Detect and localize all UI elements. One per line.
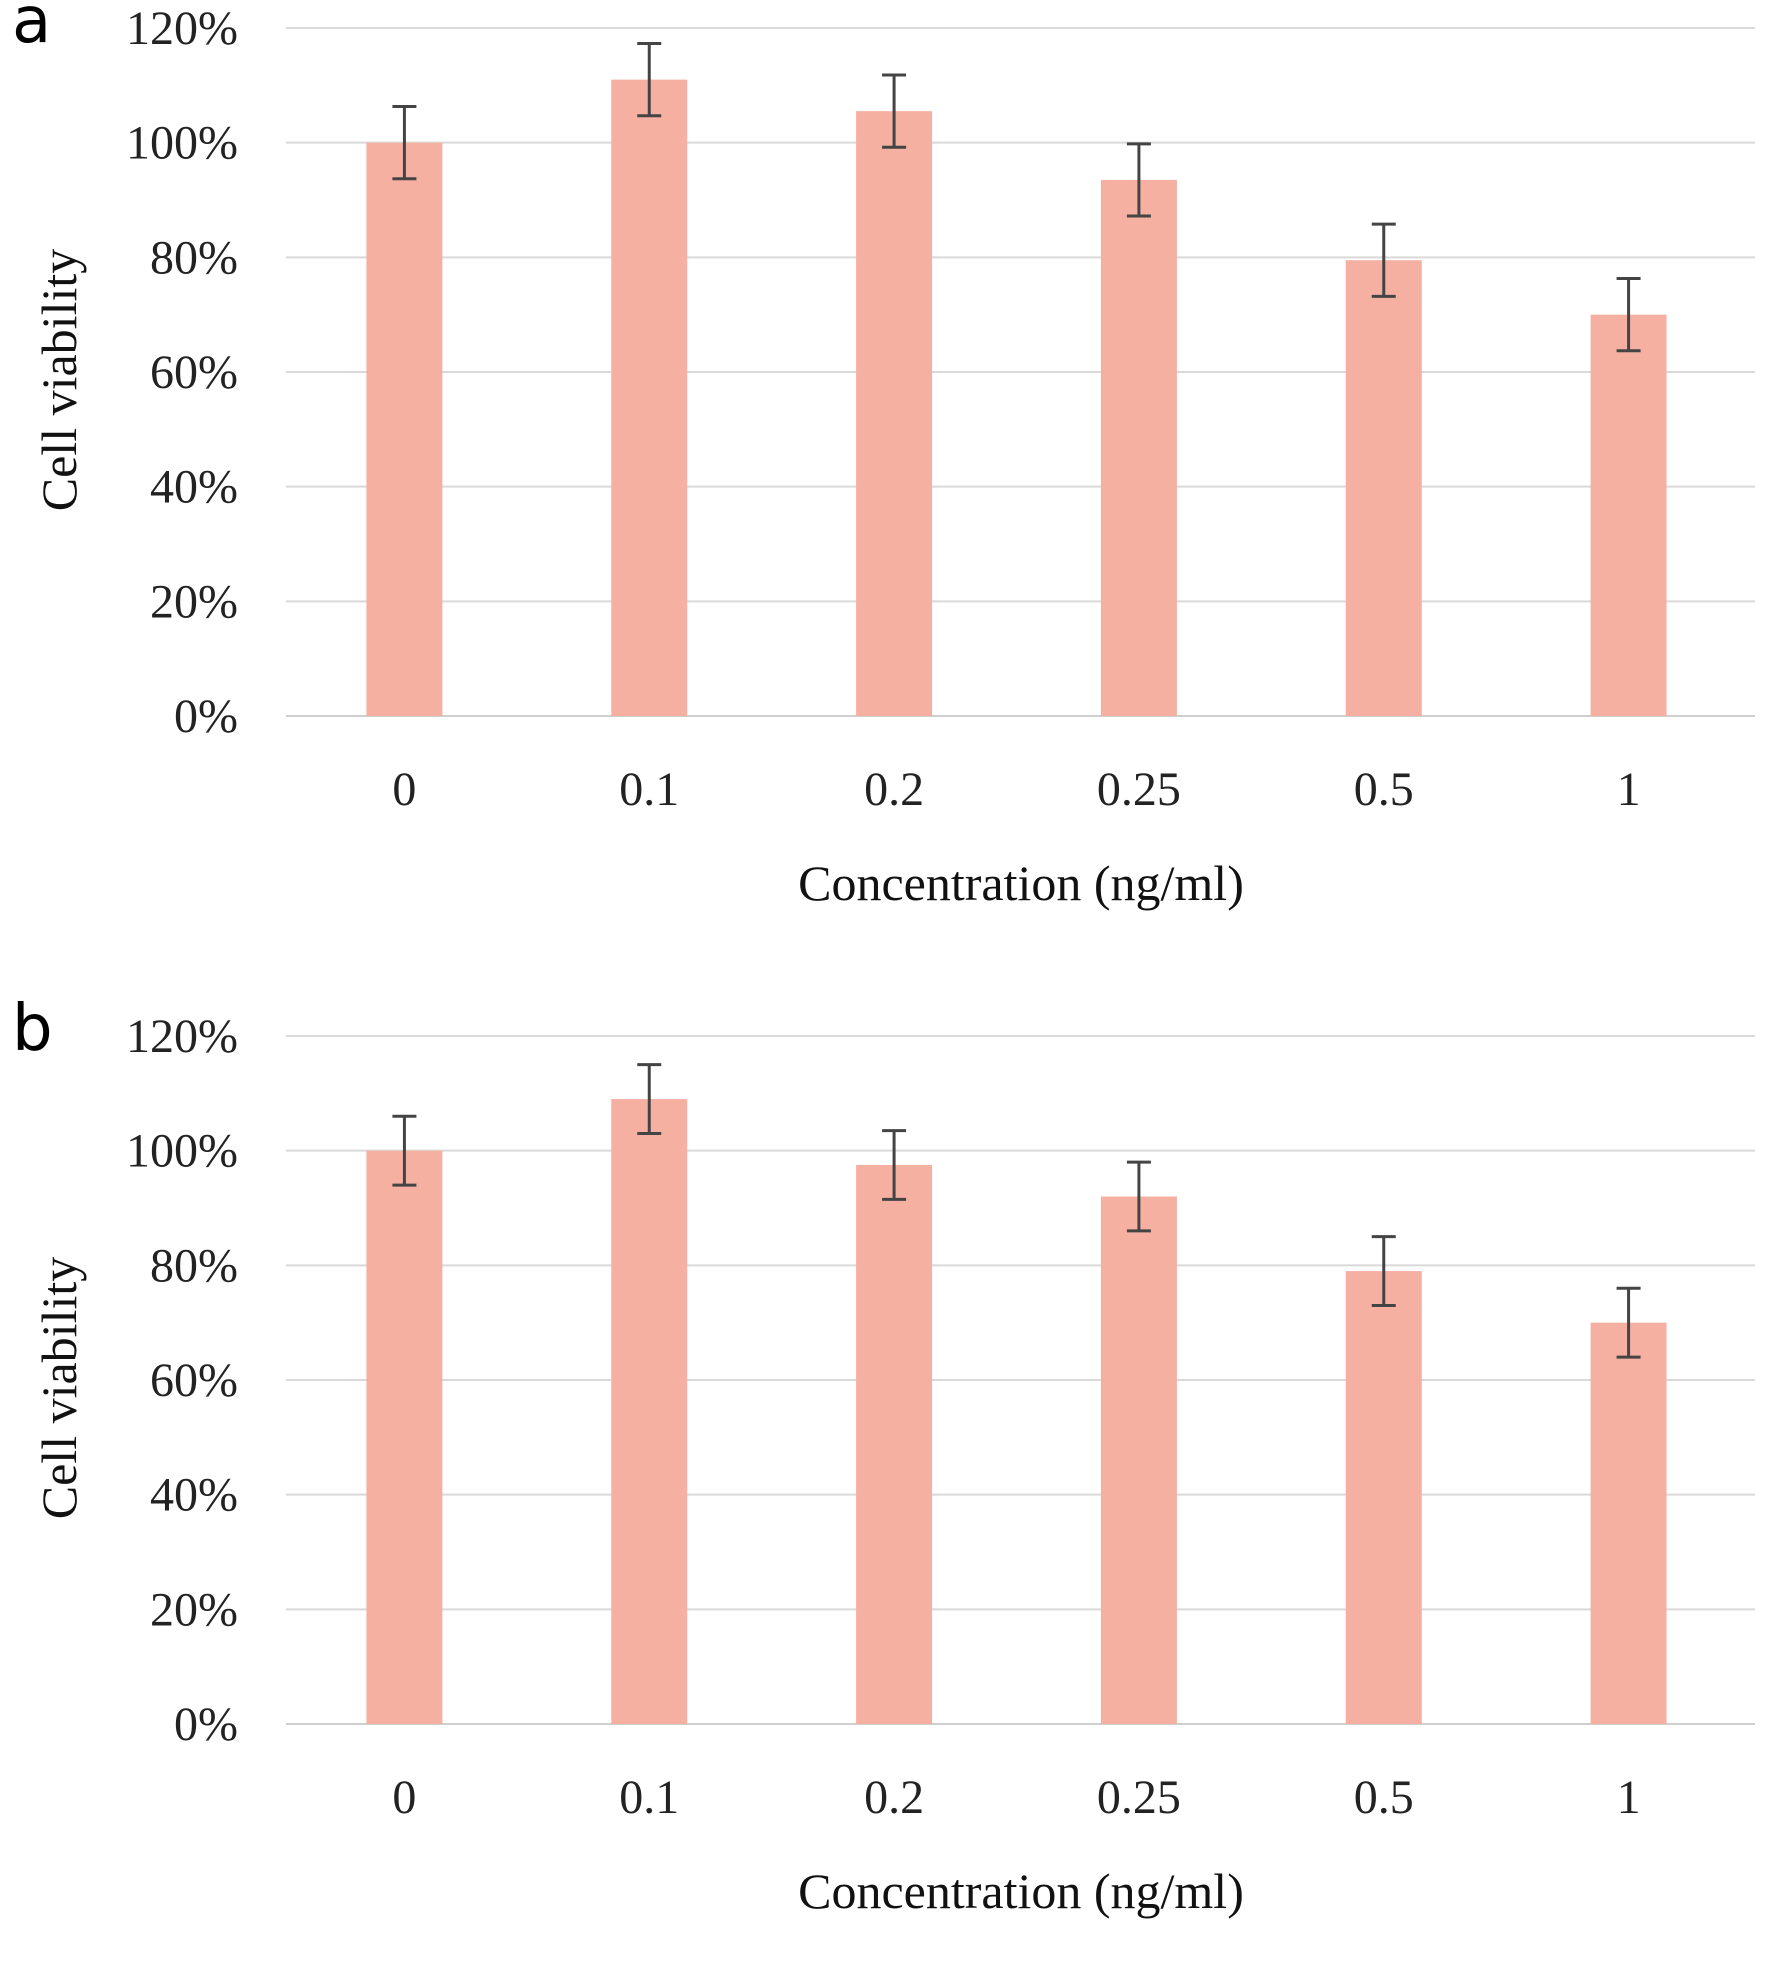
chart-panel-a: a 0% 20% 40% 60% 80% 100% 120% 0 0.1 0.2 0.25 0.5 1 C… <box>0 0 1772 966</box>
chart-panel-b: b 0% 20% 40% 60% 80% 100% 120% 0 0.1 0.2 0.25 0.5 1 C… <box>0 992 1772 1974</box>
y-tick-label: 20% <box>150 575 238 628</box>
error-bar <box>1371 1235 1396 1307</box>
x-tick-label: 1 <box>1617 763 1641 816</box>
bar <box>611 1099 688 1724</box>
x-tick-label: 0.5 <box>1354 1771 1414 1824</box>
bar <box>1590 1322 1667 1724</box>
x-tick-label: 0.1 <box>619 1771 679 1824</box>
error-bar <box>392 1114 417 1187</box>
bar <box>856 1165 933 1724</box>
error-bar <box>1371 222 1396 298</box>
y-tick-label: 120% <box>126 2 238 55</box>
bar <box>366 142 443 716</box>
y-tick-label: 100% <box>126 1125 238 1178</box>
x-tick-label: 0.1 <box>619 763 679 816</box>
error-bar <box>637 41 662 118</box>
bar-chart-a: 0% 20% 40% 60% 80% 100% 120% 0 0.1 0.2 0.25 0.5 1 Con… <box>31 2 1755 911</box>
y-tick-label: 0% <box>174 1698 238 1751</box>
error-bar <box>1616 1286 1641 1359</box>
y-tick-label: 60% <box>150 1354 238 1407</box>
y-tick-label: 80% <box>150 1239 238 1292</box>
error-bar <box>882 73 907 149</box>
bar <box>1345 260 1422 716</box>
bar-chart-b: 0% 20% 40% 60% 80% 100% 120% 0 0.1 0.2 0.25 0.5 1 Con… <box>31 1010 1755 1919</box>
error-bar <box>392 105 417 181</box>
y-axis-title: Cell viability <box>31 1257 87 1519</box>
x-tick-label: 0 <box>392 763 416 816</box>
error-bar <box>637 1063 662 1135</box>
y-tick-label: 60% <box>150 346 238 399</box>
x-tick-label: 0.5 <box>1354 763 1414 816</box>
x-tick-label: 0 <box>392 1771 416 1824</box>
error-bar <box>1616 277 1641 353</box>
bar <box>1100 179 1177 716</box>
error-bar <box>1126 142 1151 218</box>
y-tick-label: 100% <box>126 117 238 170</box>
y-tick-label: 80% <box>150 231 238 284</box>
x-tick-label: 0.2 <box>864 1771 924 1824</box>
panel-label-a: a <box>12 0 52 58</box>
x-tick-label: 1 <box>1617 1771 1641 1824</box>
bar <box>611 79 688 717</box>
x-axis-title: Concentration (ng/ml) <box>798 1863 1244 1919</box>
panel-label-b: b <box>12 992 53 1066</box>
x-tick-label: 0.2 <box>864 763 924 816</box>
bar <box>1345 1271 1422 1724</box>
y-tick-label: 120% <box>126 1010 238 1063</box>
bar <box>1590 314 1667 716</box>
bar <box>366 1150 443 1724</box>
x-tick-label: 0.25 <box>1097 1771 1181 1824</box>
y-tick-label: 20% <box>150 1583 238 1636</box>
y-tick-label: 0% <box>174 690 238 743</box>
error-bar <box>1126 1160 1151 1233</box>
x-axis-title: Concentration (ng/ml) <box>798 855 1244 911</box>
bar <box>856 111 933 717</box>
y-axis-title: Cell viability <box>31 249 87 511</box>
bar <box>1100 1196 1177 1724</box>
y-tick-label: 40% <box>150 1469 238 1522</box>
y-tick-label: 40% <box>150 461 238 514</box>
error-bar <box>882 1129 907 1201</box>
x-tick-label: 0.25 <box>1097 763 1181 816</box>
